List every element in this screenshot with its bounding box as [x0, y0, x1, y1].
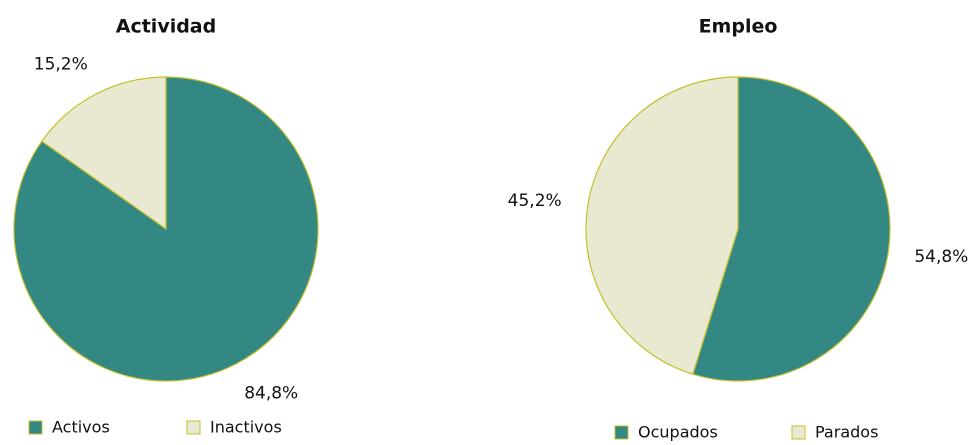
legend-swatch — [186, 420, 201, 435]
pie-slice — [41, 76, 167, 231]
pie-slice — [692, 76, 891, 382]
legend-swatch — [791, 425, 806, 440]
data-label: 84,8% — [244, 384, 298, 404]
chart-title: Actividad — [116, 16, 216, 38]
legend-text: Parados — [815, 423, 878, 442]
legend-text: Activos — [52, 418, 110, 437]
data-label: 15,2% — [34, 54, 88, 74]
data-label: 45,2% — [508, 191, 562, 211]
legend-text: Inactivos — [210, 418, 282, 437]
legend-swatch — [28, 420, 43, 435]
legend-swatch — [614, 425, 629, 440]
pie-slice — [585, 76, 739, 375]
chart-title: Empleo — [699, 16, 778, 38]
pie-slice — [13, 76, 319, 382]
legend-text: Ocupados — [638, 423, 718, 442]
data-label: 54,8% — [914, 247, 968, 267]
